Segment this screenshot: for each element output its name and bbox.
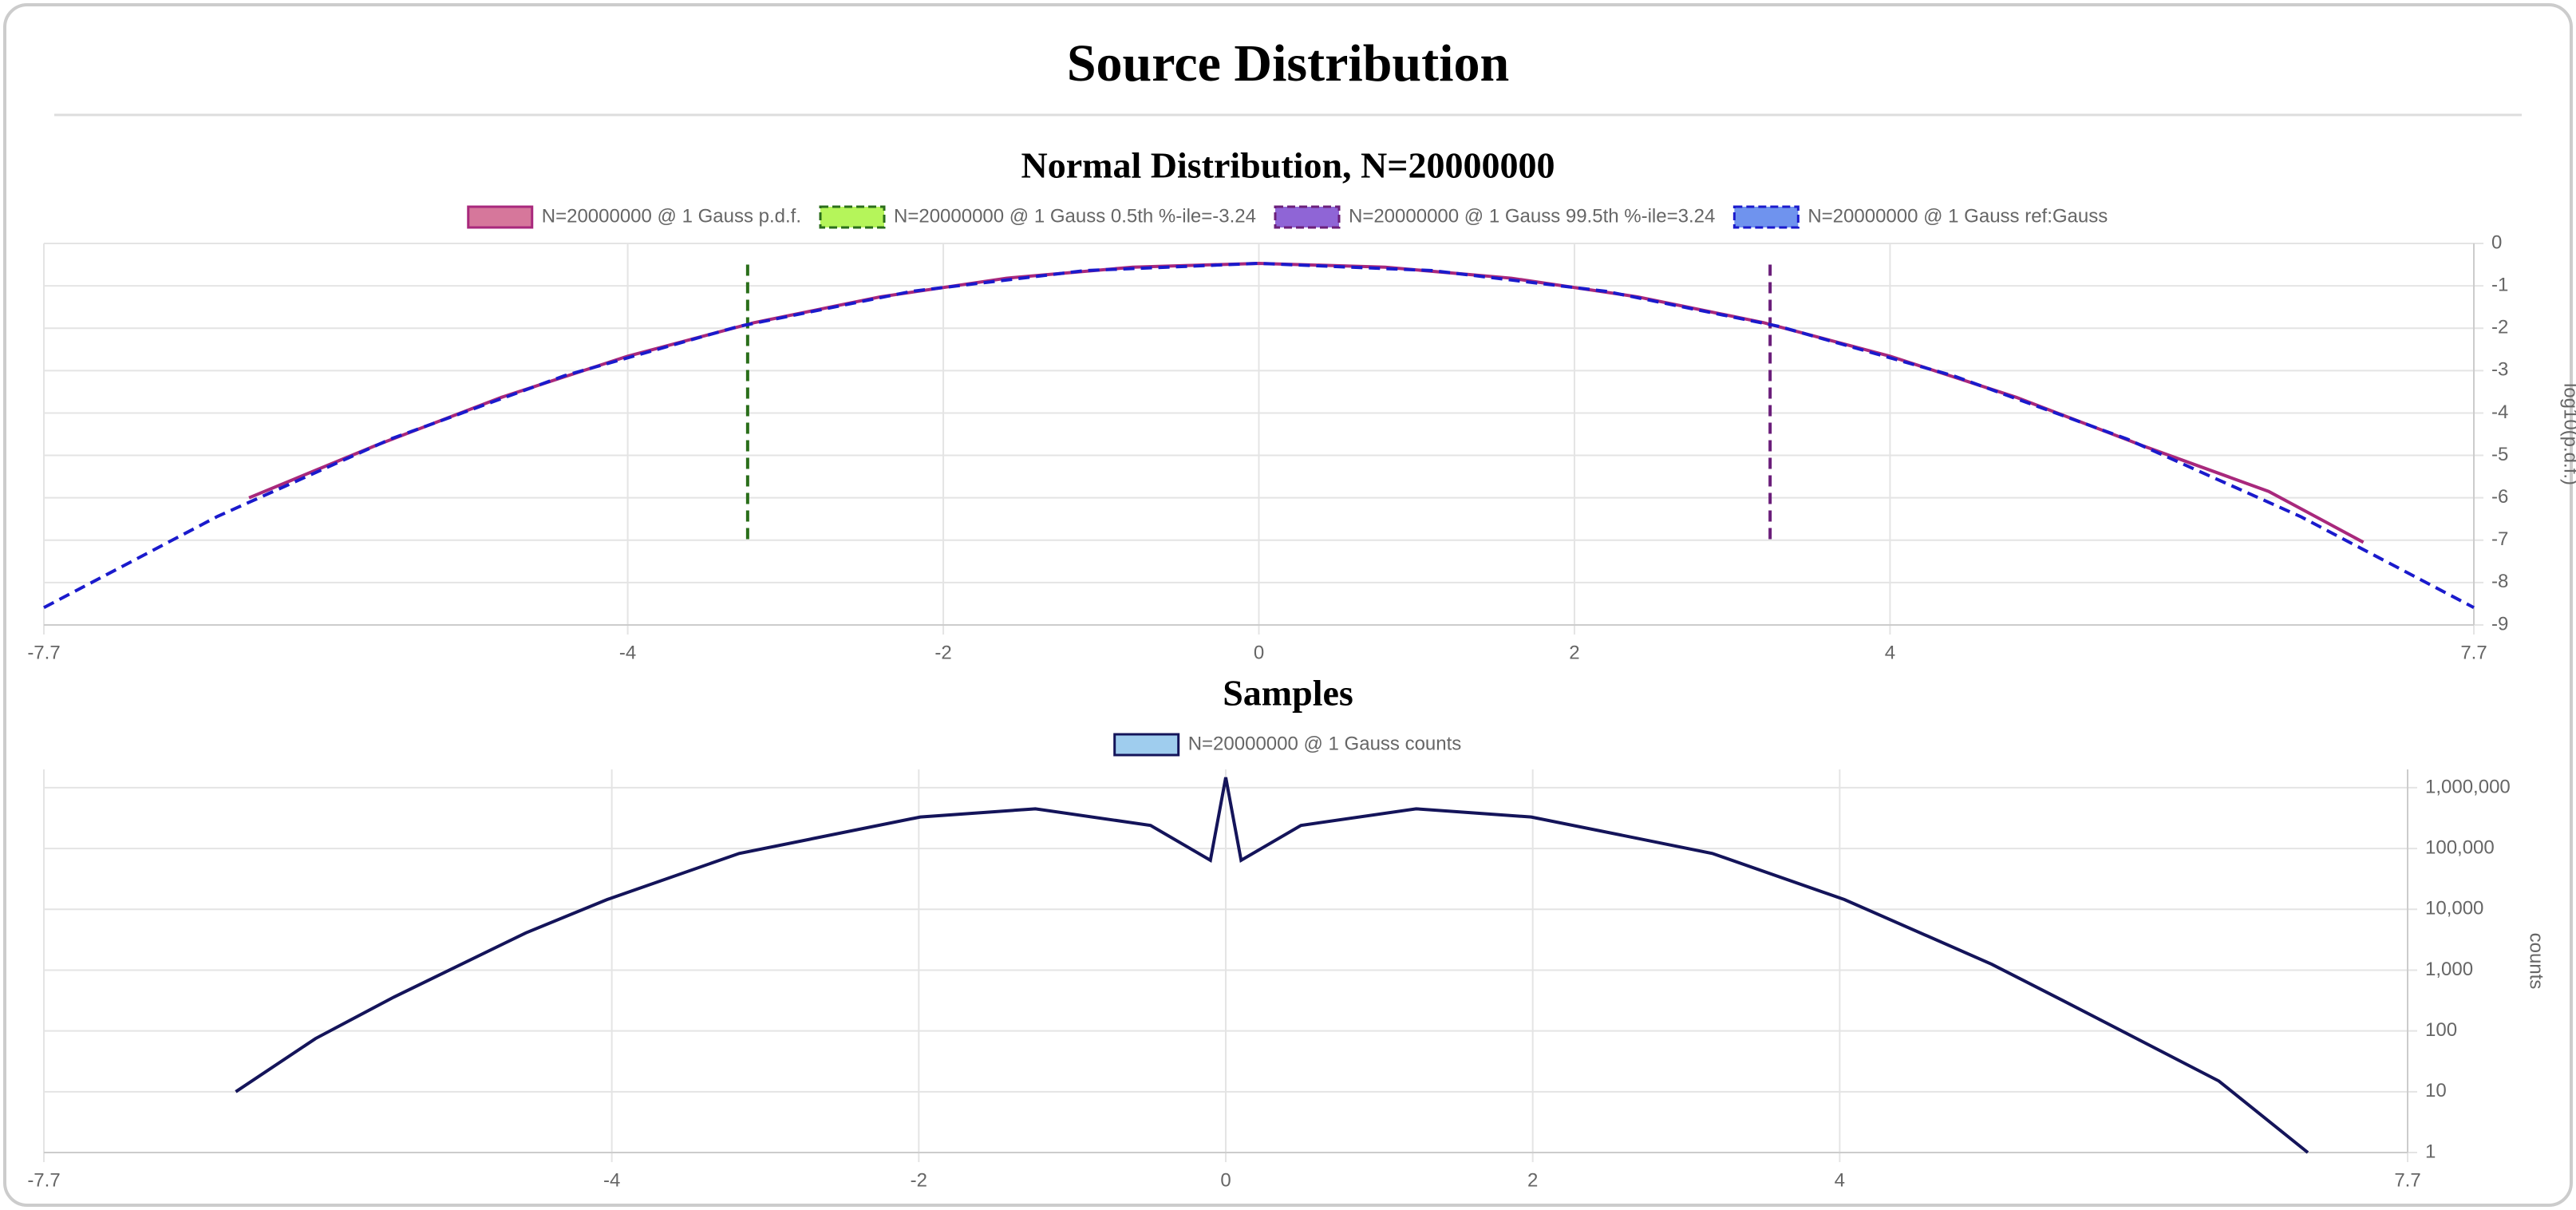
x-tick-label: -2 xyxy=(934,642,951,663)
legend-swatch xyxy=(467,205,534,229)
x-tick-label: 0 xyxy=(1220,1169,1231,1191)
x-tick-label: 0 xyxy=(1254,642,1264,663)
y-tick-label: 1,000 xyxy=(2425,959,2473,980)
series-line xyxy=(235,777,2309,1154)
legend-label: N=20000000 @ 1 Gauss 99.5th %-ile=3.24 xyxy=(1349,205,1715,227)
legend-swatch xyxy=(1274,205,1341,229)
x-tick-label: 4 xyxy=(1835,1169,1845,1191)
y-tick-label: -6 xyxy=(2491,486,2508,508)
y-tick-label: 10,000 xyxy=(2425,898,2483,919)
x-tick-label: 2 xyxy=(1527,1169,1538,1191)
x-tick-label: -7.7 xyxy=(27,642,60,663)
y-tick-label: -3 xyxy=(2491,359,2508,381)
x-tick-label: 4 xyxy=(1885,642,1895,663)
legend-swatch xyxy=(819,205,886,229)
chart-title: Samples xyxy=(1223,673,1353,714)
y-tick-label: -1 xyxy=(2491,274,2508,295)
y-tick-label: -8 xyxy=(2491,571,2508,592)
y-tick-label: 0 xyxy=(2491,231,2502,253)
y-tick-label: -5 xyxy=(2491,444,2508,465)
legend-swatch xyxy=(1732,205,1800,229)
x-tick-label: -4 xyxy=(603,1169,620,1191)
legend-label: N=20000000 @ 1 Gauss p.d.f. xyxy=(542,205,801,227)
legend-swatch xyxy=(1113,733,1180,757)
y-tick-label: -9 xyxy=(2491,613,2508,635)
x-tick-label: 7.7 xyxy=(2460,642,2487,663)
x-tick-label: 2 xyxy=(1569,642,1579,663)
series-line xyxy=(43,261,2475,609)
legend-label: N=20000000 @ 1 Gauss 0.5th %-ile=-3.24 xyxy=(894,205,1256,227)
y-tick-label: 1 xyxy=(2425,1141,2436,1162)
legend-label: N=20000000 @ 1 Gauss counts xyxy=(1188,733,1462,754)
page-title: Source Distribution xyxy=(1067,34,1509,93)
y-tick-label: -7 xyxy=(2491,528,2508,550)
x-tick-label: -7.7 xyxy=(27,1169,60,1191)
y-axis-title: log10(p.d.f.) xyxy=(2560,383,2576,485)
card xyxy=(3,3,2573,1207)
y-tick-label: 100 xyxy=(2425,1019,2457,1041)
y-axis-title: counts xyxy=(2526,933,2547,990)
y-tick-label: 100,000 xyxy=(2425,836,2495,858)
y-tick-label: 1,000,000 xyxy=(2425,776,2511,797)
x-tick-label: -4 xyxy=(619,642,636,663)
x-tick-label: 7.7 xyxy=(2394,1169,2420,1191)
y-tick-label: -2 xyxy=(2491,317,2508,338)
chart-title: Normal Distribution, N=20000000 xyxy=(1021,145,1555,186)
y-tick-label: 10 xyxy=(2425,1080,2447,1101)
x-tick-label: -2 xyxy=(911,1169,927,1191)
y-tick-label: -4 xyxy=(2491,401,2508,423)
legend-label: N=20000000 @ 1 Gauss ref:Gauss xyxy=(1808,205,2108,227)
